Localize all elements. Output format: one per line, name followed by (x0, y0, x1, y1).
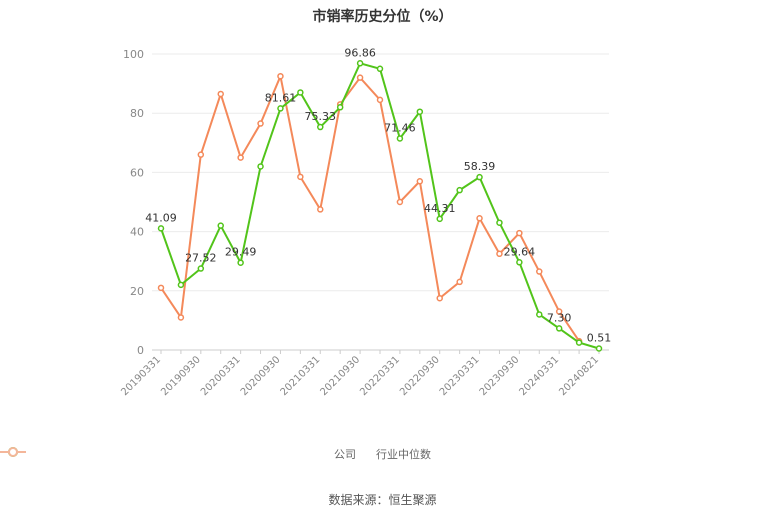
data-label: 58.39 (464, 160, 496, 173)
y-tick-label: 40 (130, 226, 144, 239)
data-label: 29.64 (504, 245, 536, 258)
legend-marker-industry-median (0, 447, 26, 457)
data-point (317, 206, 324, 213)
data-point (416, 178, 424, 185)
y-tick-label: 100 (123, 48, 144, 61)
series-line (160, 72, 580, 342)
data-point (496, 250, 503, 258)
data-point (595, 345, 603, 352)
x-tick-label: 20240331 (518, 354, 562, 398)
series-line (160, 62, 600, 350)
data-point (257, 120, 264, 127)
data-point (536, 311, 543, 318)
data-source: 数据来源：恒生聚源 (328, 493, 437, 507)
data-label: 7.30 (547, 311, 572, 324)
data-point (456, 186, 463, 194)
data-point (197, 151, 205, 158)
x-tick-label: 20210331 (279, 354, 323, 398)
data-point (555, 325, 563, 332)
data-label: 41.09 (145, 211, 177, 224)
data-point (197, 265, 205, 272)
data-point (297, 173, 304, 181)
y-tick-label: 80 (130, 107, 144, 120)
data-point (575, 339, 583, 346)
data-point (237, 259, 244, 266)
data-point (456, 278, 463, 286)
data-label: 71.46 (384, 121, 416, 134)
data-point (376, 65, 384, 73)
data-point (356, 60, 364, 67)
chart-title: 市销率历史分位（%） (312, 9, 453, 25)
x-tick-label: 20230331 (438, 354, 482, 398)
y-tick-label: 0 (137, 344, 144, 357)
x-tick-label: 20220930 (398, 354, 442, 398)
data-point (297, 89, 304, 96)
x-tick-label: 20240821 (557, 354, 601, 398)
data-point (476, 215, 483, 222)
y-tick-label: 60 (130, 166, 144, 179)
data-point (396, 198, 404, 206)
data-label: 75.33 (305, 110, 337, 123)
data-point (516, 259, 523, 266)
data-point (336, 104, 344, 111)
legend-item-industry-median[interactable]: 行业中位数 (0, 446, 431, 462)
data-point (277, 105, 284, 112)
data-point (217, 222, 224, 229)
x-tick-label: 20220331 (358, 354, 402, 398)
data-point (356, 74, 364, 81)
data-point (376, 96, 384, 104)
data-label: 29.49 (225, 246, 257, 259)
data-point (516, 229, 523, 237)
data-point (396, 135, 404, 142)
x-tick-label: 20190930 (159, 354, 203, 398)
data-point (237, 154, 244, 161)
data-point (476, 173, 483, 181)
data-label: 96.86 (344, 46, 376, 59)
line-chart: 0 20 40 60 80 100 2019033120190930202003312020… (119, 46, 612, 398)
x-tick-label: 20200930 (239, 354, 283, 398)
data-point (436, 294, 443, 302)
data-point (157, 225, 165, 232)
data-label: 27.52 (185, 252, 217, 265)
legend: 公司 行业中位数 (0, 446, 765, 462)
data-label: 0.51 (587, 331, 612, 344)
x-tick-label: 20200331 (199, 354, 243, 398)
data-label: 44.31 (424, 202, 456, 215)
data-point (257, 163, 264, 170)
data-point (217, 90, 224, 98)
data-point (177, 281, 185, 289)
x-tick-label: 20210930 (318, 354, 362, 398)
data-point (317, 123, 324, 131)
legend-label-company: 公司 (334, 448, 356, 461)
y-tick-label: 20 (130, 285, 144, 298)
legend-label-industry-median: 行业中位数 (376, 448, 431, 461)
data-point (157, 284, 165, 292)
data-point (416, 108, 424, 115)
x-tick-label: 20230930 (478, 354, 522, 398)
data-point (277, 72, 284, 80)
data-point (436, 215, 443, 223)
x-tick-label: 20190331 (119, 354, 163, 398)
data-point (555, 308, 563, 315)
data-point (496, 219, 503, 226)
data-point (536, 268, 543, 275)
data-point (177, 314, 185, 321)
data-label: 81.61 (265, 91, 297, 104)
legend-item-company[interactable]: 公司 (0, 446, 356, 462)
